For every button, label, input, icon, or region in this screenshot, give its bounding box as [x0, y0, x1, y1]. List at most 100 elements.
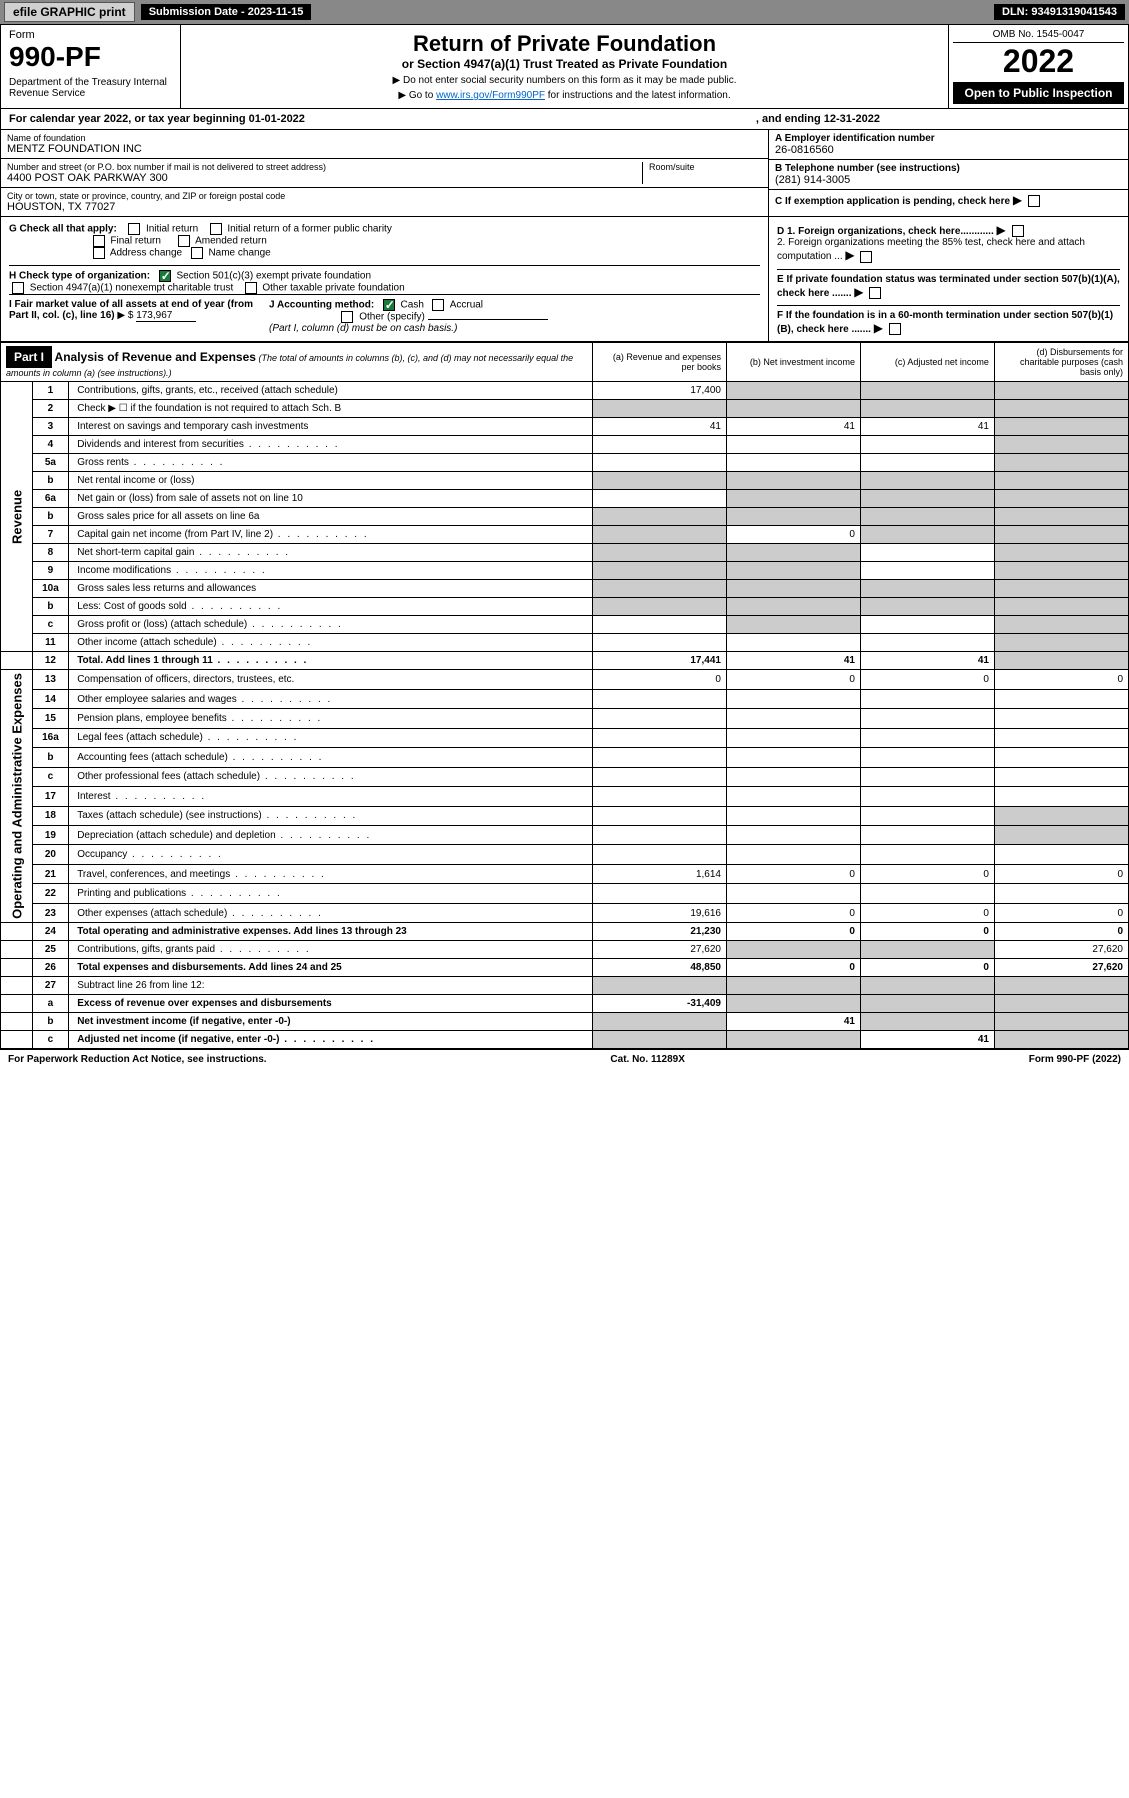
table-row: 23Other expenses (attach schedule)19,616… — [1, 903, 1129, 923]
address-change-checkbox[interactable] — [93, 247, 105, 259]
row-num: 2 — [32, 400, 69, 418]
row-desc: Pension plans, employee benefits — [69, 709, 593, 728]
row-num: 27 — [32, 977, 69, 995]
g-label: G Check all that apply: — [9, 224, 117, 235]
row-num: 6a — [32, 490, 69, 508]
irs-link[interactable]: www.irs.gov/Form990PF — [436, 90, 545, 101]
cell-d: 0 — [994, 864, 1128, 883]
row-num: b — [32, 748, 69, 767]
d2-checkbox[interactable] — [860, 251, 872, 263]
note-pre: ▶ Go to — [398, 90, 436, 101]
table-row: 25Contributions, gifts, grants paid27,62… — [1, 941, 1129, 959]
row-num: b — [32, 508, 69, 526]
table-row: 21Travel, conferences, and meetings1,614… — [1, 864, 1129, 883]
e-label: E If private foundation status was termi… — [777, 274, 1120, 299]
row-num: 21 — [32, 864, 69, 883]
amended-return-label: Amended return — [195, 236, 267, 247]
form-subtitle: or Section 4947(a)(1) Trust Treated as P… — [193, 57, 936, 71]
j-accrual-checkbox[interactable] — [432, 299, 444, 311]
cell-c: 0 — [860, 959, 994, 977]
table-row: bGross sales price for all assets on lin… — [1, 508, 1129, 526]
name-change-checkbox[interactable] — [191, 247, 203, 259]
form-title-block: Return of Private Foundation or Section … — [181, 25, 948, 108]
cell-a: 0 — [592, 670, 726, 689]
submission-date: Submission Date - 2023-11-15 — [141, 4, 312, 20]
foundation-name: MENTZ FOUNDATION INC — [7, 143, 762, 155]
page-footer: For Paperwork Reduction Act Notice, see … — [0, 1049, 1129, 1069]
cal-year-begin: For calendar year 2022, or tax year begi… — [9, 113, 305, 125]
c-label: C If exemption application is pending, c… — [775, 196, 1010, 207]
omb-number: OMB No. 1545-0047 — [953, 29, 1124, 43]
row-num: 16a — [32, 728, 69, 747]
tax-year: 2022 — [953, 43, 1124, 80]
cell-a: 27,620 — [592, 941, 726, 959]
calendar-year-row: For calendar year 2022, or tax year begi… — [0, 109, 1129, 130]
initial-former-checkbox[interactable] — [210, 223, 222, 235]
row-num: 3 — [32, 418, 69, 436]
table-row: 9Income modifications — [1, 562, 1129, 580]
form-header: Form 990-PF Department of the Treasury I… — [0, 24, 1129, 109]
part1-title: Analysis of Revenue and Expenses — [55, 350, 256, 364]
final-return-checkbox[interactable] — [93, 235, 105, 247]
cell-c — [860, 382, 994, 400]
cell-c: 0 — [860, 670, 994, 689]
j-cash-checkbox[interactable] — [383, 299, 395, 311]
amended-return-checkbox[interactable] — [178, 235, 190, 247]
row-num: 10a — [32, 580, 69, 598]
j-accrual-label: Accrual — [450, 300, 483, 311]
row-num: b — [32, 472, 69, 490]
h1-checkbox[interactable] — [159, 270, 171, 282]
cell-c: 0 — [860, 864, 994, 883]
top-bar: efile GRAPHIC print Submission Date - 20… — [0, 0, 1129, 24]
row-desc: Total operating and administrative expen… — [69, 923, 593, 941]
cell-d: 27,620 — [994, 941, 1128, 959]
row-desc: Net investment income (if negative, ente… — [69, 1013, 593, 1031]
table-row: 19Depreciation (attach schedule) and dep… — [1, 825, 1129, 844]
table-row: 20Occupancy — [1, 845, 1129, 864]
form-note-ssn: ▶ Do not enter social security numbers o… — [193, 75, 936, 86]
form-label: Form — [9, 29, 172, 41]
cell-c: 0 — [860, 923, 994, 941]
row-num: 26 — [32, 959, 69, 977]
f-checkbox[interactable] — [889, 323, 901, 335]
ein: 26-0816560 — [775, 144, 1122, 156]
row-desc: Excess of revenue over expenses and disb… — [69, 995, 593, 1013]
dln: DLN: 93491319041543 — [994, 4, 1125, 20]
e-checkbox[interactable] — [869, 287, 881, 299]
row-desc: Adjusted net income (if negative, enter … — [69, 1031, 593, 1049]
i-label: I Fair market value of all assets at end… — [9, 299, 253, 321]
j-label: J Accounting method: — [269, 300, 374, 311]
name-change-label: Name change — [208, 248, 270, 259]
j-other-checkbox[interactable] — [341, 311, 353, 323]
row-num: 5a — [32, 454, 69, 472]
row-num: 12 — [32, 652, 69, 670]
row-desc: Other expenses (attach schedule) — [69, 903, 593, 923]
row-desc: Income modifications — [69, 562, 593, 580]
row-desc: Other professional fees (attach schedule… — [69, 767, 593, 786]
row-desc: Dividends and interest from securities — [69, 436, 593, 454]
table-row: 12Total. Add lines 1 through 1117,441414… — [1, 652, 1129, 670]
row-desc: Taxes (attach schedule) (see instruction… — [69, 806, 593, 825]
cell-b: 0 — [726, 864, 860, 883]
dept-treasury: Department of the Treasury Internal Reve… — [9, 77, 172, 99]
form-title: Return of Private Foundation — [193, 31, 936, 57]
table-row: cOther professional fees (attach schedul… — [1, 767, 1129, 786]
table-row: Revenue 1 Contributions, gifts, grants, … — [1, 382, 1129, 400]
addr-label: Number and street (or P.O. box number if… — [7, 162, 642, 172]
efile-print-button[interactable]: efile GRAPHIC print — [4, 2, 135, 22]
h3-label: Other taxable private foundation — [262, 283, 404, 294]
table-row: bNet investment income (if negative, ent… — [1, 1013, 1129, 1031]
h2-checkbox[interactable] — [12, 282, 24, 294]
initial-return-checkbox[interactable] — [128, 223, 140, 235]
city-label: City or town, state or province, country… — [7, 191, 762, 201]
final-return-label: Final return — [110, 236, 161, 247]
footer-form-ref: Form 990-PF (2022) — [1029, 1054, 1121, 1065]
cell-a: 21,230 — [592, 923, 726, 941]
table-row: 7Capital gain net income (from Part IV, … — [1, 526, 1129, 544]
c-checkbox[interactable] — [1028, 195, 1040, 207]
d1-checkbox[interactable] — [1012, 225, 1024, 237]
table-row: aExcess of revenue over expenses and dis… — [1, 995, 1129, 1013]
h3-checkbox[interactable] — [245, 282, 257, 294]
cell-a: 41 — [592, 418, 726, 436]
table-row: 11Other income (attach schedule) — [1, 634, 1129, 652]
